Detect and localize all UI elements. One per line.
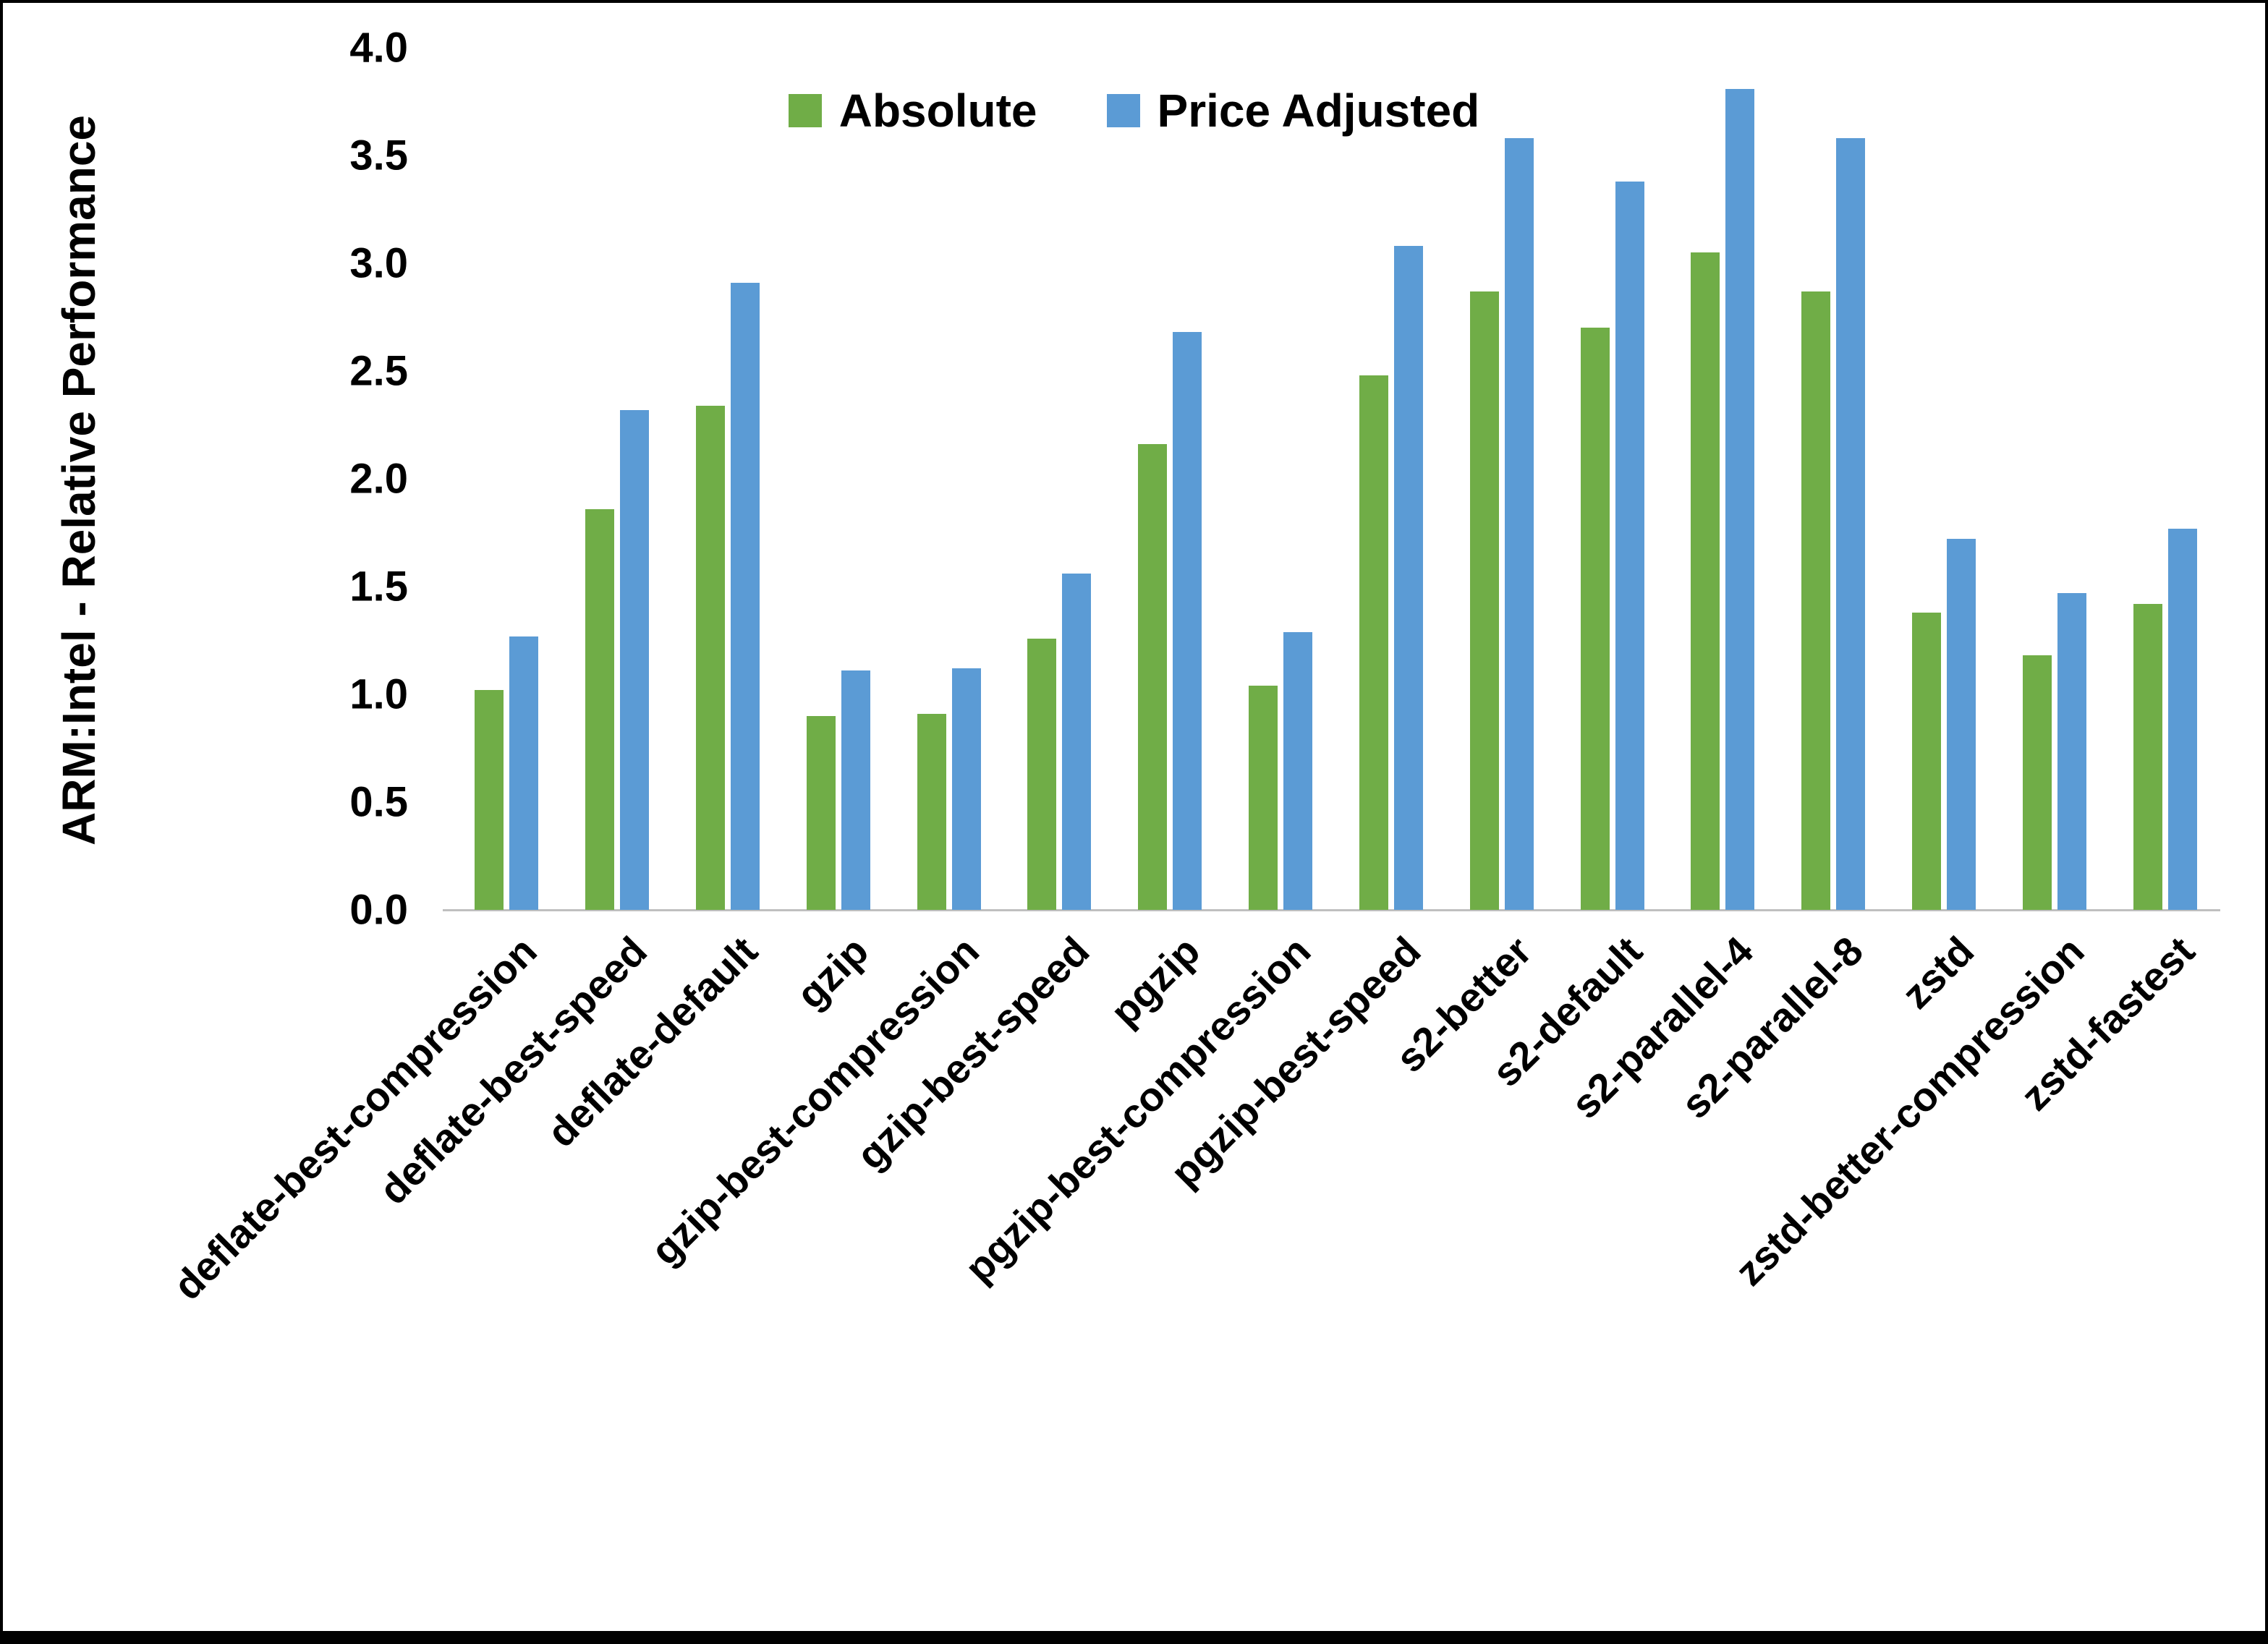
bar-price-adjusted (2057, 593, 2086, 910)
bar-absolute (2133, 604, 2162, 910)
x-axis-label: zstd (1893, 927, 1983, 1018)
x-axis-label: gzip (787, 927, 878, 1018)
x-axis-line (443, 909, 2220, 911)
bar-price-adjusted (1947, 539, 1976, 910)
y-axis-tick-label: 1.5 (349, 563, 408, 610)
bar-price-adjusted (1615, 182, 1644, 910)
bar-absolute (1249, 686, 1278, 910)
y-axis-tick-label: 4.0 (349, 24, 408, 72)
bar-absolute (696, 406, 725, 910)
bar-absolute (1912, 613, 1941, 910)
y-axis-tick-label: 1.0 (349, 670, 408, 718)
bar-price-adjusted (1836, 138, 1865, 910)
bar-price-adjusted (620, 410, 649, 910)
y-axis-tick-label: 3.5 (349, 132, 408, 179)
y-axis-tick-label: 0.5 (349, 778, 408, 826)
legend-swatch-icon (1106, 94, 1140, 127)
legend-label: Absolute (838, 85, 1037, 137)
x-axis-label: pgzip (1101, 927, 1209, 1035)
bar-absolute (475, 690, 504, 910)
bar-absolute (1359, 375, 1388, 910)
bar-absolute (585, 509, 614, 910)
bar-absolute (1470, 291, 1499, 910)
bar-absolute (917, 714, 946, 910)
bar-absolute (2023, 655, 2052, 910)
legend-item-absolute: Absolute (788, 84, 1037, 137)
bar-price-adjusted (509, 636, 538, 910)
bar-price-adjusted (2168, 529, 2197, 910)
bar-price-adjusted (1062, 574, 1091, 910)
y-axis-tick-label: 0.0 (349, 886, 408, 934)
bar-absolute (1138, 444, 1167, 910)
y-axis-tick-label: 3.0 (349, 239, 408, 287)
bar-absolute (1801, 291, 1830, 910)
bar-price-adjusted (841, 670, 870, 910)
chart-legend: Absolute Price Adjusted (3, 84, 2265, 137)
y-axis-tick-label: 2.5 (349, 347, 408, 395)
legend-label: Price Adjusted (1157, 85, 1480, 137)
bar-absolute (1581, 328, 1610, 910)
bar-price-adjusted (731, 283, 760, 910)
bar-price-adjusted (952, 668, 981, 910)
bar-absolute (1691, 252, 1720, 910)
bar-price-adjusted (1725, 89, 1754, 910)
bar-absolute (807, 716, 836, 910)
legend-swatch-icon (788, 94, 822, 127)
bar-absolute (1027, 639, 1056, 910)
bar-price-adjusted (1505, 138, 1534, 910)
y-axis-tick-label: 2.0 (349, 455, 408, 503)
bar-price-adjusted (1283, 632, 1312, 910)
legend-item-price-adjusted: Price Adjusted (1106, 84, 1480, 137)
bar-price-adjusted (1173, 332, 1202, 910)
bar-price-adjusted (1394, 246, 1423, 910)
